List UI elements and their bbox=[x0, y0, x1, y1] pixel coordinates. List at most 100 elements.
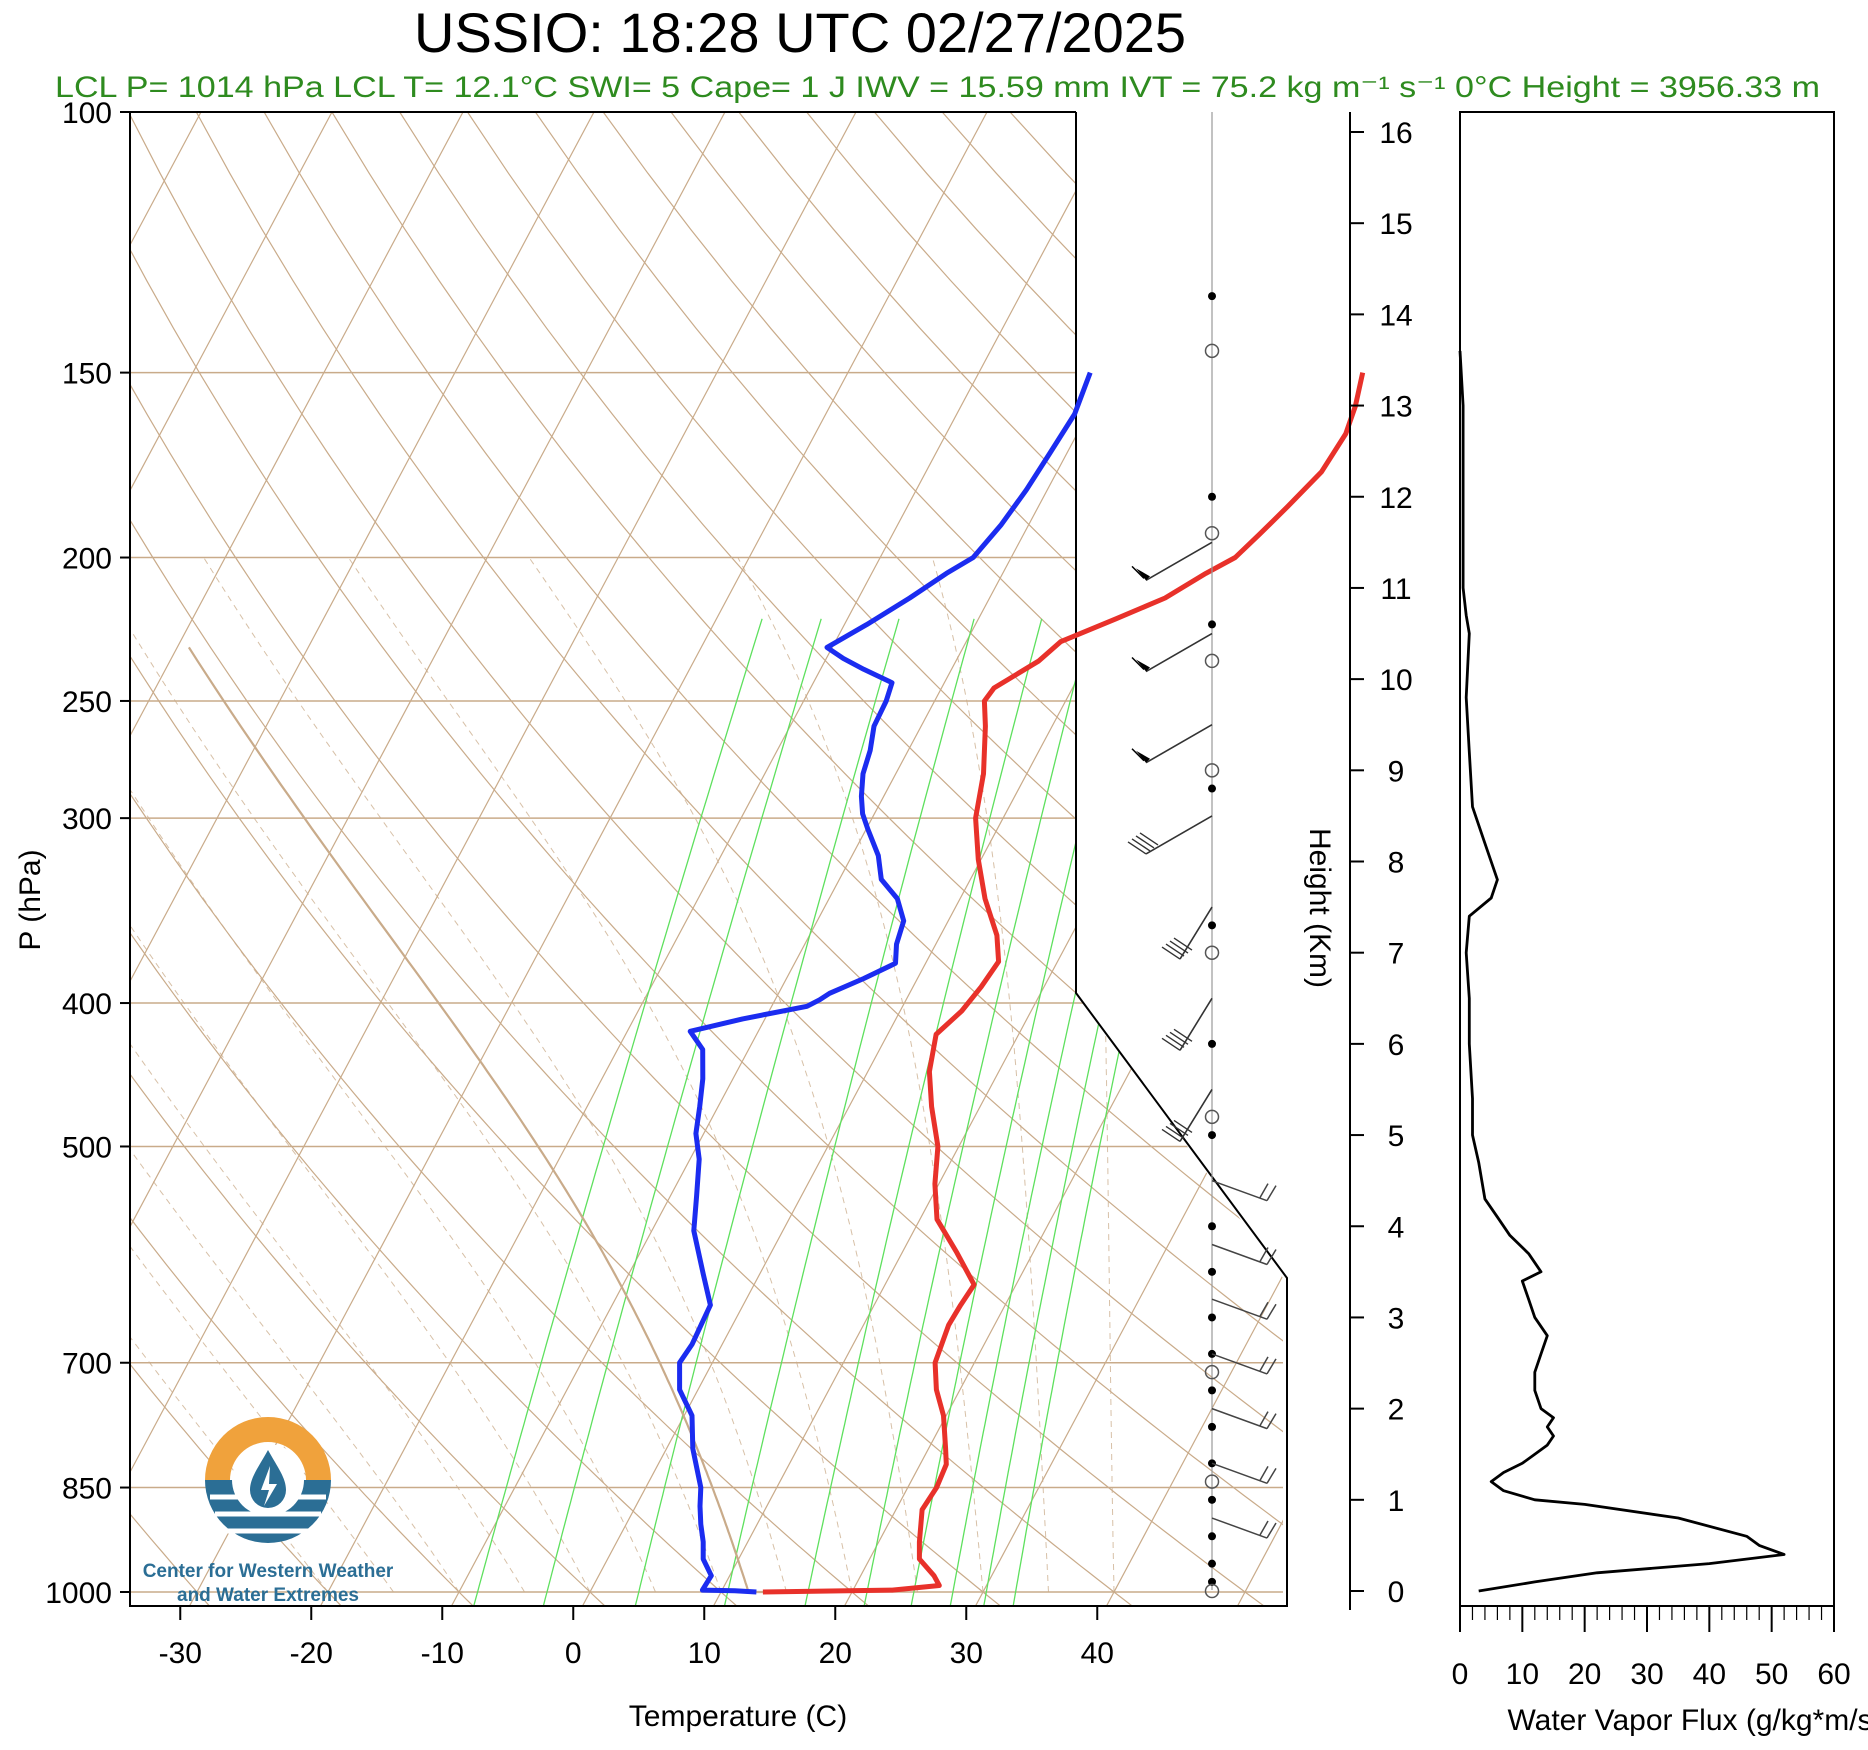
barb-staff bbox=[1145, 815, 1213, 855]
barb-pennant bbox=[1136, 568, 1150, 581]
flux-xlabel: Water Vapor Flux (g/kg*m/s) bbox=[1507, 1704, 1868, 1737]
isotherm bbox=[179, 112, 988, 1606]
wind-barb bbox=[1131, 541, 1213, 582]
barb-staff bbox=[1145, 724, 1213, 764]
barb-feather bbox=[1135, 835, 1155, 849]
wind-barb bbox=[1211, 1407, 1277, 1430]
barb-feather bbox=[1266, 1413, 1277, 1430]
barb-feather bbox=[1259, 1183, 1269, 1199]
moist-adiabat bbox=[130, 557, 394, 1593]
barb-feather bbox=[1161, 1037, 1181, 1051]
height-tick-label: 14 bbox=[1379, 299, 1412, 332]
barb-pennant bbox=[1136, 659, 1150, 672]
isotherm bbox=[130, 112, 595, 1606]
isotherm bbox=[1359, 112, 1868, 1623]
moist-adiabat bbox=[130, 557, 525, 1593]
moist-adiabat bbox=[203, 557, 787, 1593]
height-axis-label: Height (Km) bbox=[1303, 828, 1336, 988]
height-tick-label: 0 bbox=[1388, 1576, 1405, 1609]
barb-level-dot bbox=[1208, 292, 1216, 301]
barb-staff bbox=[1211, 1298, 1268, 1320]
skewt-xlabel: Temperature (C) bbox=[629, 1700, 847, 1733]
logo-sun-arc bbox=[205, 1417, 331, 1480]
dewpoint-profile bbox=[677, 371, 1093, 1595]
dry-adiabat bbox=[130, 112, 1283, 1606]
wind-barbs bbox=[1127, 112, 1277, 1599]
height-tick-label: 15 bbox=[1379, 208, 1412, 241]
dry-adiabat bbox=[130, 112, 1283, 1606]
barb-feather bbox=[1173, 1119, 1193, 1134]
isotherm bbox=[130, 112, 726, 1606]
barb-feather bbox=[1161, 946, 1181, 960]
height-tick-label: 16 bbox=[1379, 117, 1412, 150]
wind-barb bbox=[1211, 1517, 1277, 1539]
barb-feather bbox=[1266, 1358, 1277, 1375]
moist-adiabat bbox=[130, 557, 722, 1593]
height-tick-label: 10 bbox=[1379, 664, 1412, 697]
moist-adiabat bbox=[528, 557, 918, 1593]
barb-feather bbox=[1169, 940, 1189, 954]
dry-adiabat bbox=[263, 112, 1283, 1606]
parcel-path bbox=[187, 646, 800, 1594]
moist-adiabat bbox=[1084, 557, 1115, 1593]
dry-adiabat bbox=[130, 112, 624, 1606]
height-tick-label: 8 bbox=[1388, 847, 1405, 880]
barb-staff bbox=[1145, 632, 1213, 673]
dry-adiabat bbox=[941, 112, 1283, 1606]
isotherm bbox=[130, 112, 333, 1606]
barb-staff bbox=[1145, 541, 1213, 582]
dry-adiabat bbox=[602, 112, 1283, 1606]
barb-feather bbox=[1259, 1247, 1269, 1262]
dry-adiabat bbox=[130, 112, 1283, 1606]
flux-xtick-label: 0 bbox=[1452, 1658, 1469, 1691]
skewt-xtick-label: 0 bbox=[565, 1637, 582, 1670]
height-tick-label: 3 bbox=[1388, 1302, 1405, 1335]
dry-adiabat bbox=[130, 112, 890, 1606]
barb-level-dot bbox=[1208, 1039, 1216, 1048]
skewt-ytick-label: 150 bbox=[62, 358, 112, 391]
barb-feather bbox=[1165, 943, 1185, 957]
barb-feather bbox=[1165, 1125, 1185, 1140]
barb-level-circle bbox=[1204, 653, 1220, 669]
flux-xtick-label: 10 bbox=[1506, 1658, 1539, 1691]
height-tick-label: 9 bbox=[1388, 755, 1405, 788]
barb-level-dot bbox=[1208, 1422, 1216, 1431]
barb-staff bbox=[1179, 906, 1213, 960]
barb-feather bbox=[1169, 1122, 1189, 1137]
barb-pennant bbox=[1136, 750, 1150, 763]
moist-adiabat bbox=[130, 557, 656, 1593]
skewt-ytick-label: 100 bbox=[62, 97, 112, 130]
barb-feather bbox=[1165, 1034, 1185, 1048]
isotherm bbox=[834, 112, 1283, 1606]
barb-level-circle bbox=[1204, 763, 1220, 778]
barb-level-dot bbox=[1208, 492, 1216, 501]
barb-level-circle bbox=[1204, 525, 1220, 541]
height-tick-label: 6 bbox=[1388, 1029, 1405, 1062]
height-tick-label: 13 bbox=[1379, 391, 1412, 424]
skewt-axes: -30 -20 -10 0 10 20 30 40 100 150 200 250 300 400 500 7… bbox=[45, 97, 1114, 1670]
barb-feather bbox=[1259, 1411, 1269, 1426]
flux-xtick-label: 40 bbox=[1693, 1658, 1726, 1691]
barb-feather bbox=[1266, 1467, 1277, 1484]
skewt-ytick-label: 850 bbox=[62, 1473, 112, 1506]
skewt-xtick-label: -30 bbox=[159, 1637, 202, 1670]
moist-adiabat bbox=[931, 557, 1049, 1593]
barb-level-dot bbox=[1208, 1267, 1216, 1276]
barb-level-dot bbox=[1208, 1559, 1216, 1568]
height-tick-label: 2 bbox=[1388, 1394, 1405, 1427]
dry-adiabat bbox=[534, 112, 1283, 1606]
barb-feather bbox=[1173, 1028, 1193, 1042]
barb-feather bbox=[1169, 1031, 1189, 1045]
dry-adiabat bbox=[130, 112, 226, 1606]
height-tick-label: 11 bbox=[1380, 573, 1411, 606]
dry-adiabat bbox=[806, 112, 1283, 1606]
barb-level-dot bbox=[1208, 1313, 1216, 1322]
flux-xtick-label: 30 bbox=[1630, 1658, 1663, 1691]
barb-staff bbox=[1211, 1243, 1268, 1266]
barb-level-circle bbox=[1204, 945, 1220, 960]
skewt-ytick-label: 300 bbox=[62, 803, 112, 836]
dry-adiabat bbox=[399, 112, 1283, 1606]
mixing-ratio-line bbox=[722, 618, 975, 1606]
skewt-ytick-label: 700 bbox=[62, 1348, 112, 1381]
